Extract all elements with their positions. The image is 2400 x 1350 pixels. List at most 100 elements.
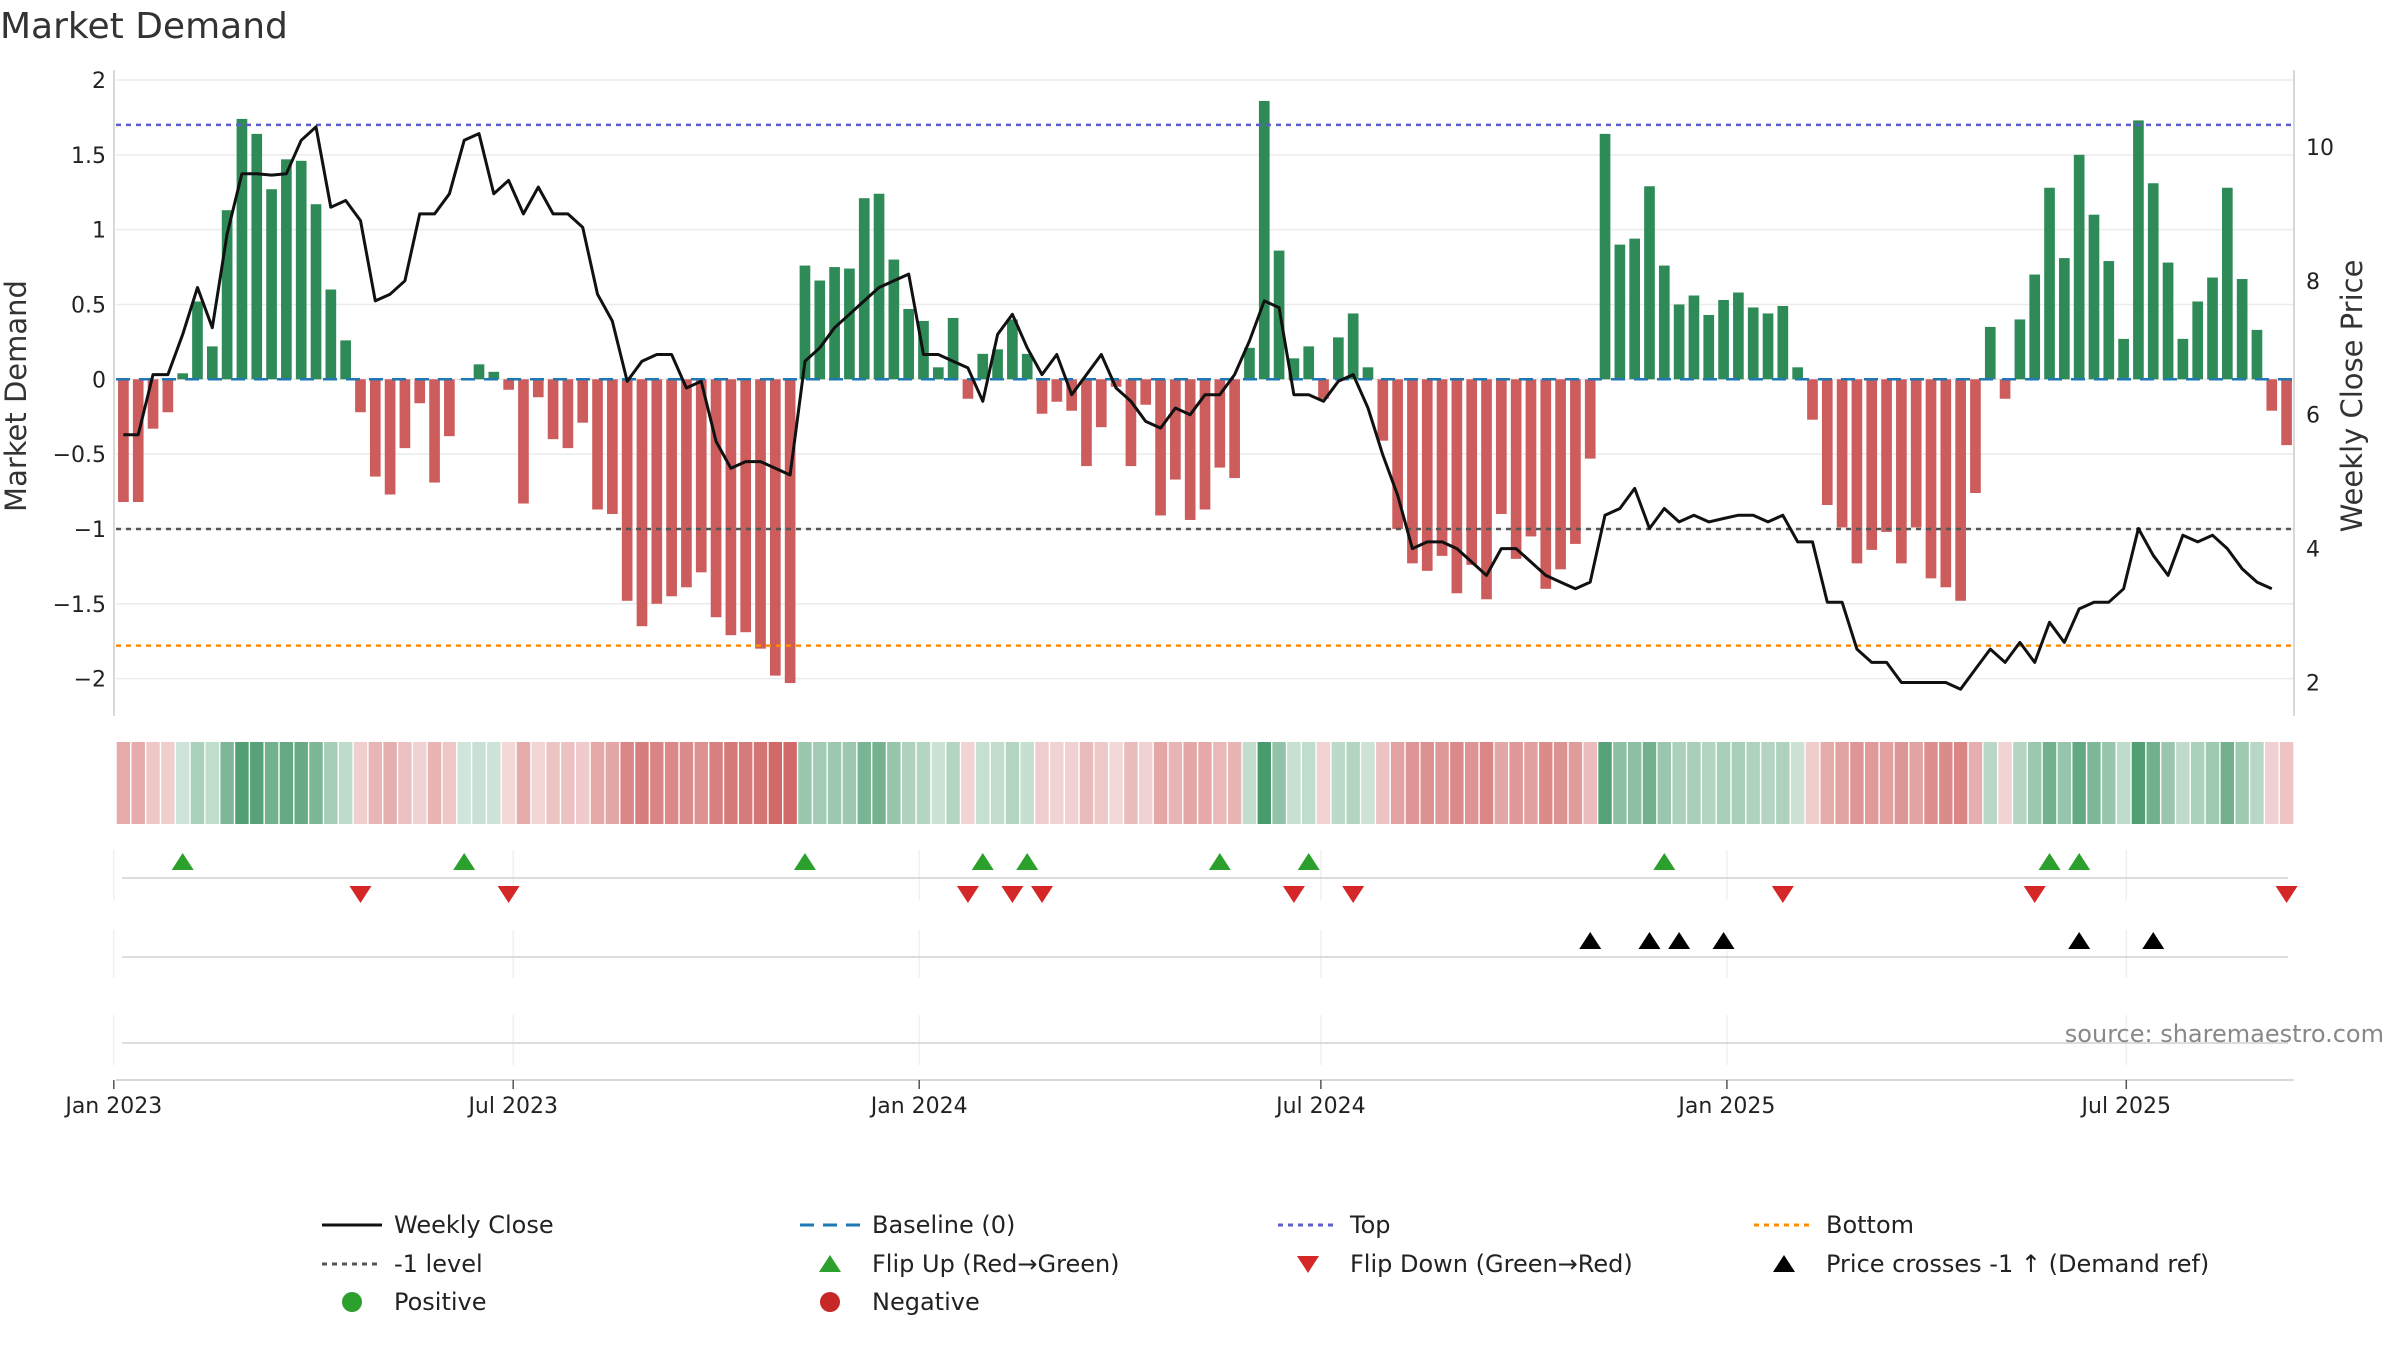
heat-cell xyxy=(442,742,457,824)
source-credit: source: sharemaestro.com xyxy=(2065,1020,2384,1048)
demand-bar xyxy=(799,265,811,380)
heat-cell xyxy=(605,742,620,824)
heat-cell xyxy=(1568,742,1583,824)
flip-up-marker xyxy=(793,853,816,870)
flip-down-marker xyxy=(956,886,979,903)
demand-bar xyxy=(1377,379,1389,441)
heat-cell xyxy=(1420,742,1434,824)
demand-bar xyxy=(1392,379,1403,529)
heat-cell xyxy=(1716,742,1731,824)
heat-cell xyxy=(2116,742,2131,824)
heat-cell xyxy=(1361,742,1375,824)
demand-bar xyxy=(932,367,944,380)
flip-down-marker xyxy=(1031,886,1054,903)
demand-bar xyxy=(1807,379,1818,420)
demand-bar xyxy=(1347,313,1359,380)
demand-bar xyxy=(2014,319,2026,380)
legend-label: Price crosses -1 ↑ (Demand ref) xyxy=(1826,1250,2209,1278)
demand-bar xyxy=(2177,338,2189,380)
left-tick-label: −0.5 xyxy=(53,443,106,468)
demand-bar xyxy=(399,379,411,449)
legend-label: -1 level xyxy=(394,1250,483,1278)
legend-item-price-cross: Price crosses -1 ↑ (Demand ref) xyxy=(1773,1250,2209,1278)
demand-bar xyxy=(547,379,559,440)
legend-item-top: Top xyxy=(1278,1211,1391,1239)
demand-bar xyxy=(1229,379,1240,479)
heat-cell xyxy=(1035,742,1049,824)
price-cross-marker xyxy=(2068,932,2091,949)
heat-cell xyxy=(1094,742,1108,824)
legend-swatch xyxy=(342,1292,362,1312)
heat-cell xyxy=(1509,742,1523,824)
empty-panel xyxy=(113,1015,2288,1065)
flip-down-marker xyxy=(2275,886,2298,903)
demand-bar xyxy=(1644,186,1655,380)
demand-bar xyxy=(473,364,485,380)
heat-cell xyxy=(235,742,249,824)
demand-bar xyxy=(1896,379,1907,564)
demand-bar xyxy=(221,210,233,380)
demand-bar xyxy=(1910,379,1922,528)
demand-bar xyxy=(1792,367,1803,380)
heat-cell xyxy=(1494,742,1509,824)
heat-cell xyxy=(1153,742,1168,824)
demand-bar xyxy=(1881,379,1892,532)
demand-bar xyxy=(844,268,855,380)
x-tick-label: Jan 2025 xyxy=(1676,1094,1775,1119)
heat-cell xyxy=(2072,742,2086,824)
flip-down-marker xyxy=(1282,886,1305,903)
demand-bar xyxy=(1510,379,1522,559)
heat-cell xyxy=(813,742,827,824)
demand-bar xyxy=(1866,379,1878,550)
demand-bar xyxy=(251,133,263,380)
heat-cell xyxy=(2146,742,2160,824)
demand-bar xyxy=(162,379,174,413)
heat-cell xyxy=(1479,742,1494,824)
demand-bar xyxy=(1481,379,1492,600)
heat-cell xyxy=(1613,742,1627,824)
demand-bar xyxy=(1540,379,1552,589)
heat-cell xyxy=(516,742,531,824)
demand-bar xyxy=(1777,305,1789,380)
heat-cell xyxy=(1450,742,1464,824)
demand-bar xyxy=(1733,292,1744,380)
flip-down-marker xyxy=(349,886,372,903)
demand-bar xyxy=(1525,379,1537,537)
heat-cell xyxy=(1553,742,1568,824)
price-cross-panel xyxy=(113,930,2288,978)
right-tick-label: 10 xyxy=(2306,136,2334,161)
heat-cell xyxy=(1316,742,1331,824)
axes: 2 1.5 1 0.5 0 −0.5 −1 −1.5 −2 10 8 6 4 2 xyxy=(53,69,2334,716)
heat-cell xyxy=(2042,742,2057,824)
heat-cell xyxy=(990,742,1005,824)
demand-bar xyxy=(1584,379,1596,459)
demand-bar xyxy=(1762,313,1774,380)
legend-item-positive: Positive xyxy=(342,1288,487,1316)
demand-bar xyxy=(1125,379,1137,467)
demand-bar xyxy=(1703,314,1715,380)
flip-up-marker xyxy=(1016,853,1039,870)
heat-cell xyxy=(1865,742,1879,824)
demand-bar xyxy=(295,160,307,380)
demand-bar xyxy=(1333,337,1344,380)
heat-cell xyxy=(1302,742,1316,824)
demand-bar xyxy=(1258,100,1270,380)
flip-up-marker xyxy=(2068,853,2091,870)
heat-cell xyxy=(1139,742,1153,824)
heat-cell xyxy=(1983,742,1997,824)
chart-title: Market Demand xyxy=(0,6,288,47)
demand-bar xyxy=(429,379,440,483)
demand-bar xyxy=(592,379,603,510)
heat-cell xyxy=(664,742,679,824)
heat-cell xyxy=(1213,742,1227,824)
heat-cell xyxy=(487,742,501,824)
demand-bar xyxy=(147,379,159,429)
demand-bar xyxy=(1421,379,1433,571)
heat-cell xyxy=(1835,742,1849,824)
demand-bar xyxy=(1836,379,1848,528)
demand-bar xyxy=(1999,379,2011,399)
demand-bar xyxy=(1407,379,1418,564)
demand-bar xyxy=(2103,261,2115,380)
heat-cell xyxy=(768,742,783,824)
